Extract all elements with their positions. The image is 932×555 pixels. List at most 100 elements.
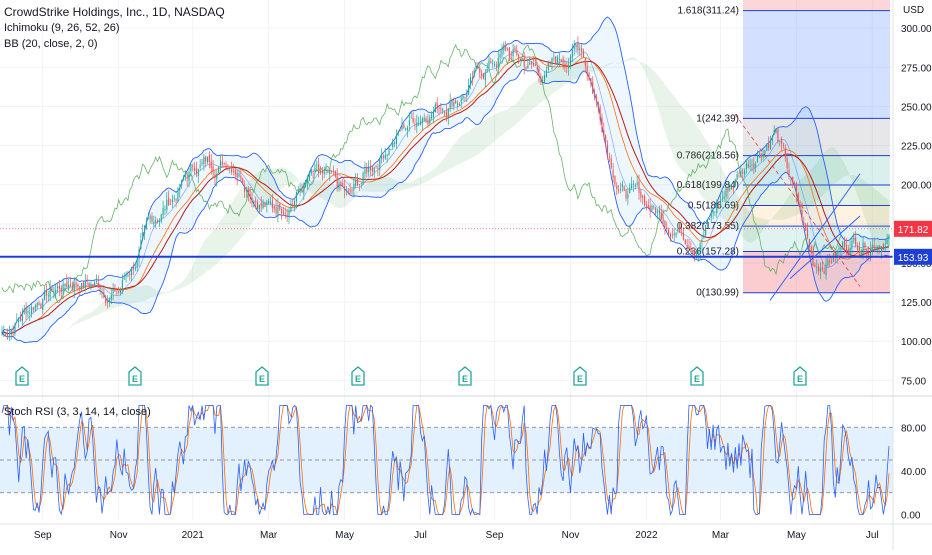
candle-body [584, 58, 586, 66]
candle-body [25, 307, 27, 314]
candle-body [145, 220, 147, 228]
candle-body [719, 200, 722, 206]
candle-body [379, 158, 381, 170]
candle-body [775, 128, 777, 133]
candle-body [805, 224, 807, 231]
fibonacci-retracement[interactable]: 1.618(311.24) 1(242.39) 0.786(218.56) 0.618… [677, 0, 890, 299]
candle-body [606, 144, 609, 155]
x-tick-label: May [787, 530, 806, 541]
candle-body [344, 186, 346, 191]
candle-body [705, 225, 707, 236]
candle-body [640, 191, 642, 198]
candle-body [503, 44, 505, 51]
candle-body [216, 173, 218, 180]
candle-body [469, 76, 472, 86]
candle-body [577, 43, 579, 51]
candle-body [429, 117, 431, 124]
candle-body [610, 158, 612, 168]
price-label-text: 171.82 [898, 225, 929, 236]
candle-body [64, 284, 66, 287]
candle-body [169, 204, 172, 205]
candle-body [77, 284, 79, 286]
earnings-marker-icon[interactable]: E [351, 366, 365, 386]
channel-upper-trendline[interactable] [769, 173, 861, 301]
earnings-marker-icon[interactable]: E [458, 366, 472, 386]
candle-body [475, 65, 477, 69]
candle-body [779, 140, 781, 142]
fib-level-label: 0.236(157.28) [677, 247, 739, 258]
y-tick-label: 275.00 [901, 63, 932, 74]
projection-trendline[interactable] [734, 114, 861, 287]
candle-body [525, 66, 527, 69]
candle-body [581, 48, 583, 52]
stoch-rsi-pane [0, 395, 932, 516]
candle-body [564, 63, 566, 68]
candle-body [436, 102, 438, 109]
earnings-letter: E [259, 374, 265, 384]
earnings-marker-icon[interactable]: E [690, 366, 704, 386]
stoch-legend[interactable]: Stoch RSI (3, 3, 14, 14, close) [4, 406, 151, 418]
candle-body [338, 182, 340, 189]
candle-body [594, 94, 596, 98]
candle-body [553, 58, 555, 60]
candle-body [701, 239, 703, 242]
drawing-overlays[interactable] [0, 114, 893, 301]
fib-level-label: 0(130.99) [696, 288, 739, 299]
candle-body [868, 252, 870, 254]
candle-body [262, 203, 264, 208]
x-tick-label: Sep [34, 530, 52, 541]
candle-body [597, 102, 599, 108]
candle-body [832, 253, 835, 262]
candle-body [232, 170, 235, 172]
candle-body [484, 72, 486, 81]
earnings-marker-icon[interactable]: E [128, 366, 142, 386]
candle-body [703, 234, 705, 238]
candle-body [249, 194, 251, 197]
candle-body [327, 169, 329, 173]
candle-body [290, 207, 292, 212]
candle-body [79, 287, 81, 291]
candle-body [7, 334, 9, 336]
fib-zone-top [743, 0, 890, 11]
candle-body [308, 171, 310, 180]
candle-body [497, 57, 499, 68]
candle-body [634, 185, 636, 187]
earnings-marker-icon[interactable]: E [15, 366, 29, 386]
ichimoku-cloud [50, 56, 890, 334]
candle-body [45, 290, 47, 296]
candle-body [771, 136, 773, 141]
candle-body [125, 275, 127, 277]
candle-body [97, 282, 99, 288]
candle-body [173, 197, 175, 199]
candle-body [288, 209, 290, 218]
candle-body [423, 117, 425, 121]
candle-body [540, 76, 542, 83]
candle-body [329, 169, 331, 175]
ichimoku-legend[interactable]: Ichimoku (9, 26, 52, 26) [4, 22, 120, 34]
earnings-marker-icon[interactable]: E [793, 366, 807, 386]
candle-body [721, 198, 723, 200]
candle-body [214, 173, 216, 178]
candle-body [886, 240, 888, 245]
y-tick-label: 100.00 [901, 337, 932, 348]
candle-body [282, 211, 285, 214]
channel-lower-trendline[interactable] [789, 215, 861, 279]
candle-body [301, 188, 303, 193]
candle-body [371, 167, 373, 172]
candle-body [508, 47, 510, 57]
candle-body [766, 145, 768, 151]
chart-title[interactable]: CrowdStrike Holdings, Inc., 1D, NASDAQ [4, 5, 225, 19]
candle-body [873, 244, 875, 248]
candle-body [479, 67, 481, 73]
bb-legend[interactable]: BB (20, close, 2, 0) [4, 38, 98, 50]
candle-body [131, 267, 133, 276]
earnings-shape [15, 366, 29, 386]
earnings-marker-icon[interactable]: E [573, 366, 587, 386]
candle-body [151, 216, 153, 222]
earnings-marker-icon[interactable]: E [255, 366, 269, 386]
candle-body [851, 240, 853, 248]
candle-body [831, 261, 833, 263]
candle-body [366, 168, 368, 173]
